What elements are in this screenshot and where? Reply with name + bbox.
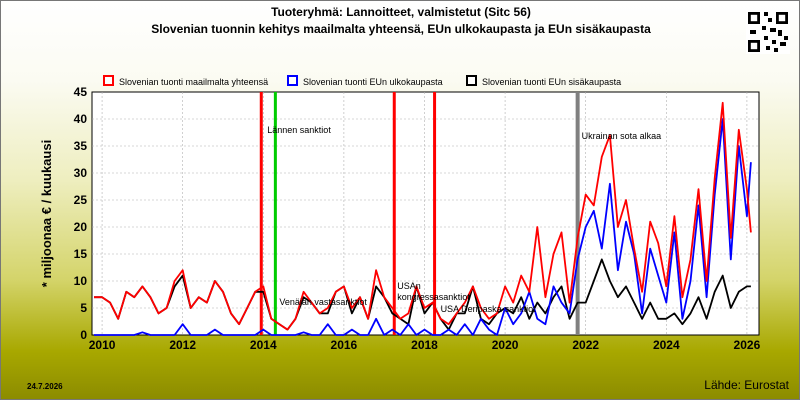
legend-swatch-total [103, 75, 114, 86]
x-tick-label: 2012 [169, 338, 196, 352]
y-axis-label: * miljoonaa € / kuukausi [39, 140, 54, 287]
chart-title: Tuoteryhmä: Lannoitteet, valmistetut (Si… [271, 5, 531, 19]
legend-label-intra_eu: Slovenian tuonti EUn sisäkaupasta [482, 77, 621, 87]
x-tick-label: 2016 [331, 338, 358, 352]
x-tick-label: 2024 [653, 338, 680, 352]
event-label: Venäjän vastasanktiot [279, 297, 367, 307]
x-tick-label: 2018 [411, 338, 438, 352]
x-tick-label: 2020 [492, 338, 519, 352]
legend-swatch-intra_eu [466, 75, 477, 86]
y-tick-label: 25 [74, 193, 88, 207]
y-tick-label: 0 [80, 328, 87, 342]
chart-subtitle: Slovenian tuonnin kehitys maailmalta yht… [151, 22, 651, 36]
plot-area [91, 91, 760, 336]
x-tick-label: 2014 [250, 338, 277, 352]
source-label: Lähde: Eurostat [704, 378, 789, 392]
y-tick-label: 35 [74, 139, 88, 153]
y-tick-label: 5 [80, 301, 87, 315]
x-tick-label: 2010 [89, 338, 116, 352]
event-label: USA Deripaska-sanktiot [441, 304, 537, 314]
series-line-total [94, 101, 752, 331]
y-tick-label: 20 [74, 220, 88, 234]
event-label: USAn [397, 281, 421, 291]
legend-label-total: Slovenian tuonti maailmalta yhteensä [119, 77, 268, 87]
series-line-extra_eu [94, 118, 752, 336]
y-tick-label: 10 [74, 274, 88, 288]
y-tick-label: 40 [74, 112, 88, 126]
event-label: kongressasanktiot [397, 292, 470, 302]
legend-label-extra_eu: Slovenian tuonti EUn ulkokaupasta [303, 77, 443, 87]
x-tick-label: 2022 [572, 338, 599, 352]
y-tick-label: 45 [74, 85, 88, 99]
qr-code-icon [746, 10, 790, 54]
event-label: Lännen sanktiot [267, 125, 331, 135]
y-tick-label: 30 [74, 166, 88, 180]
x-tick-label: 2026 [734, 338, 761, 352]
date-stamp: 24.7.2026 [27, 382, 63, 391]
event-label: Ukrainan sota alkaa [582, 131, 662, 141]
y-tick-label: 15 [74, 247, 88, 261]
legend-swatch-extra_eu [287, 75, 298, 86]
